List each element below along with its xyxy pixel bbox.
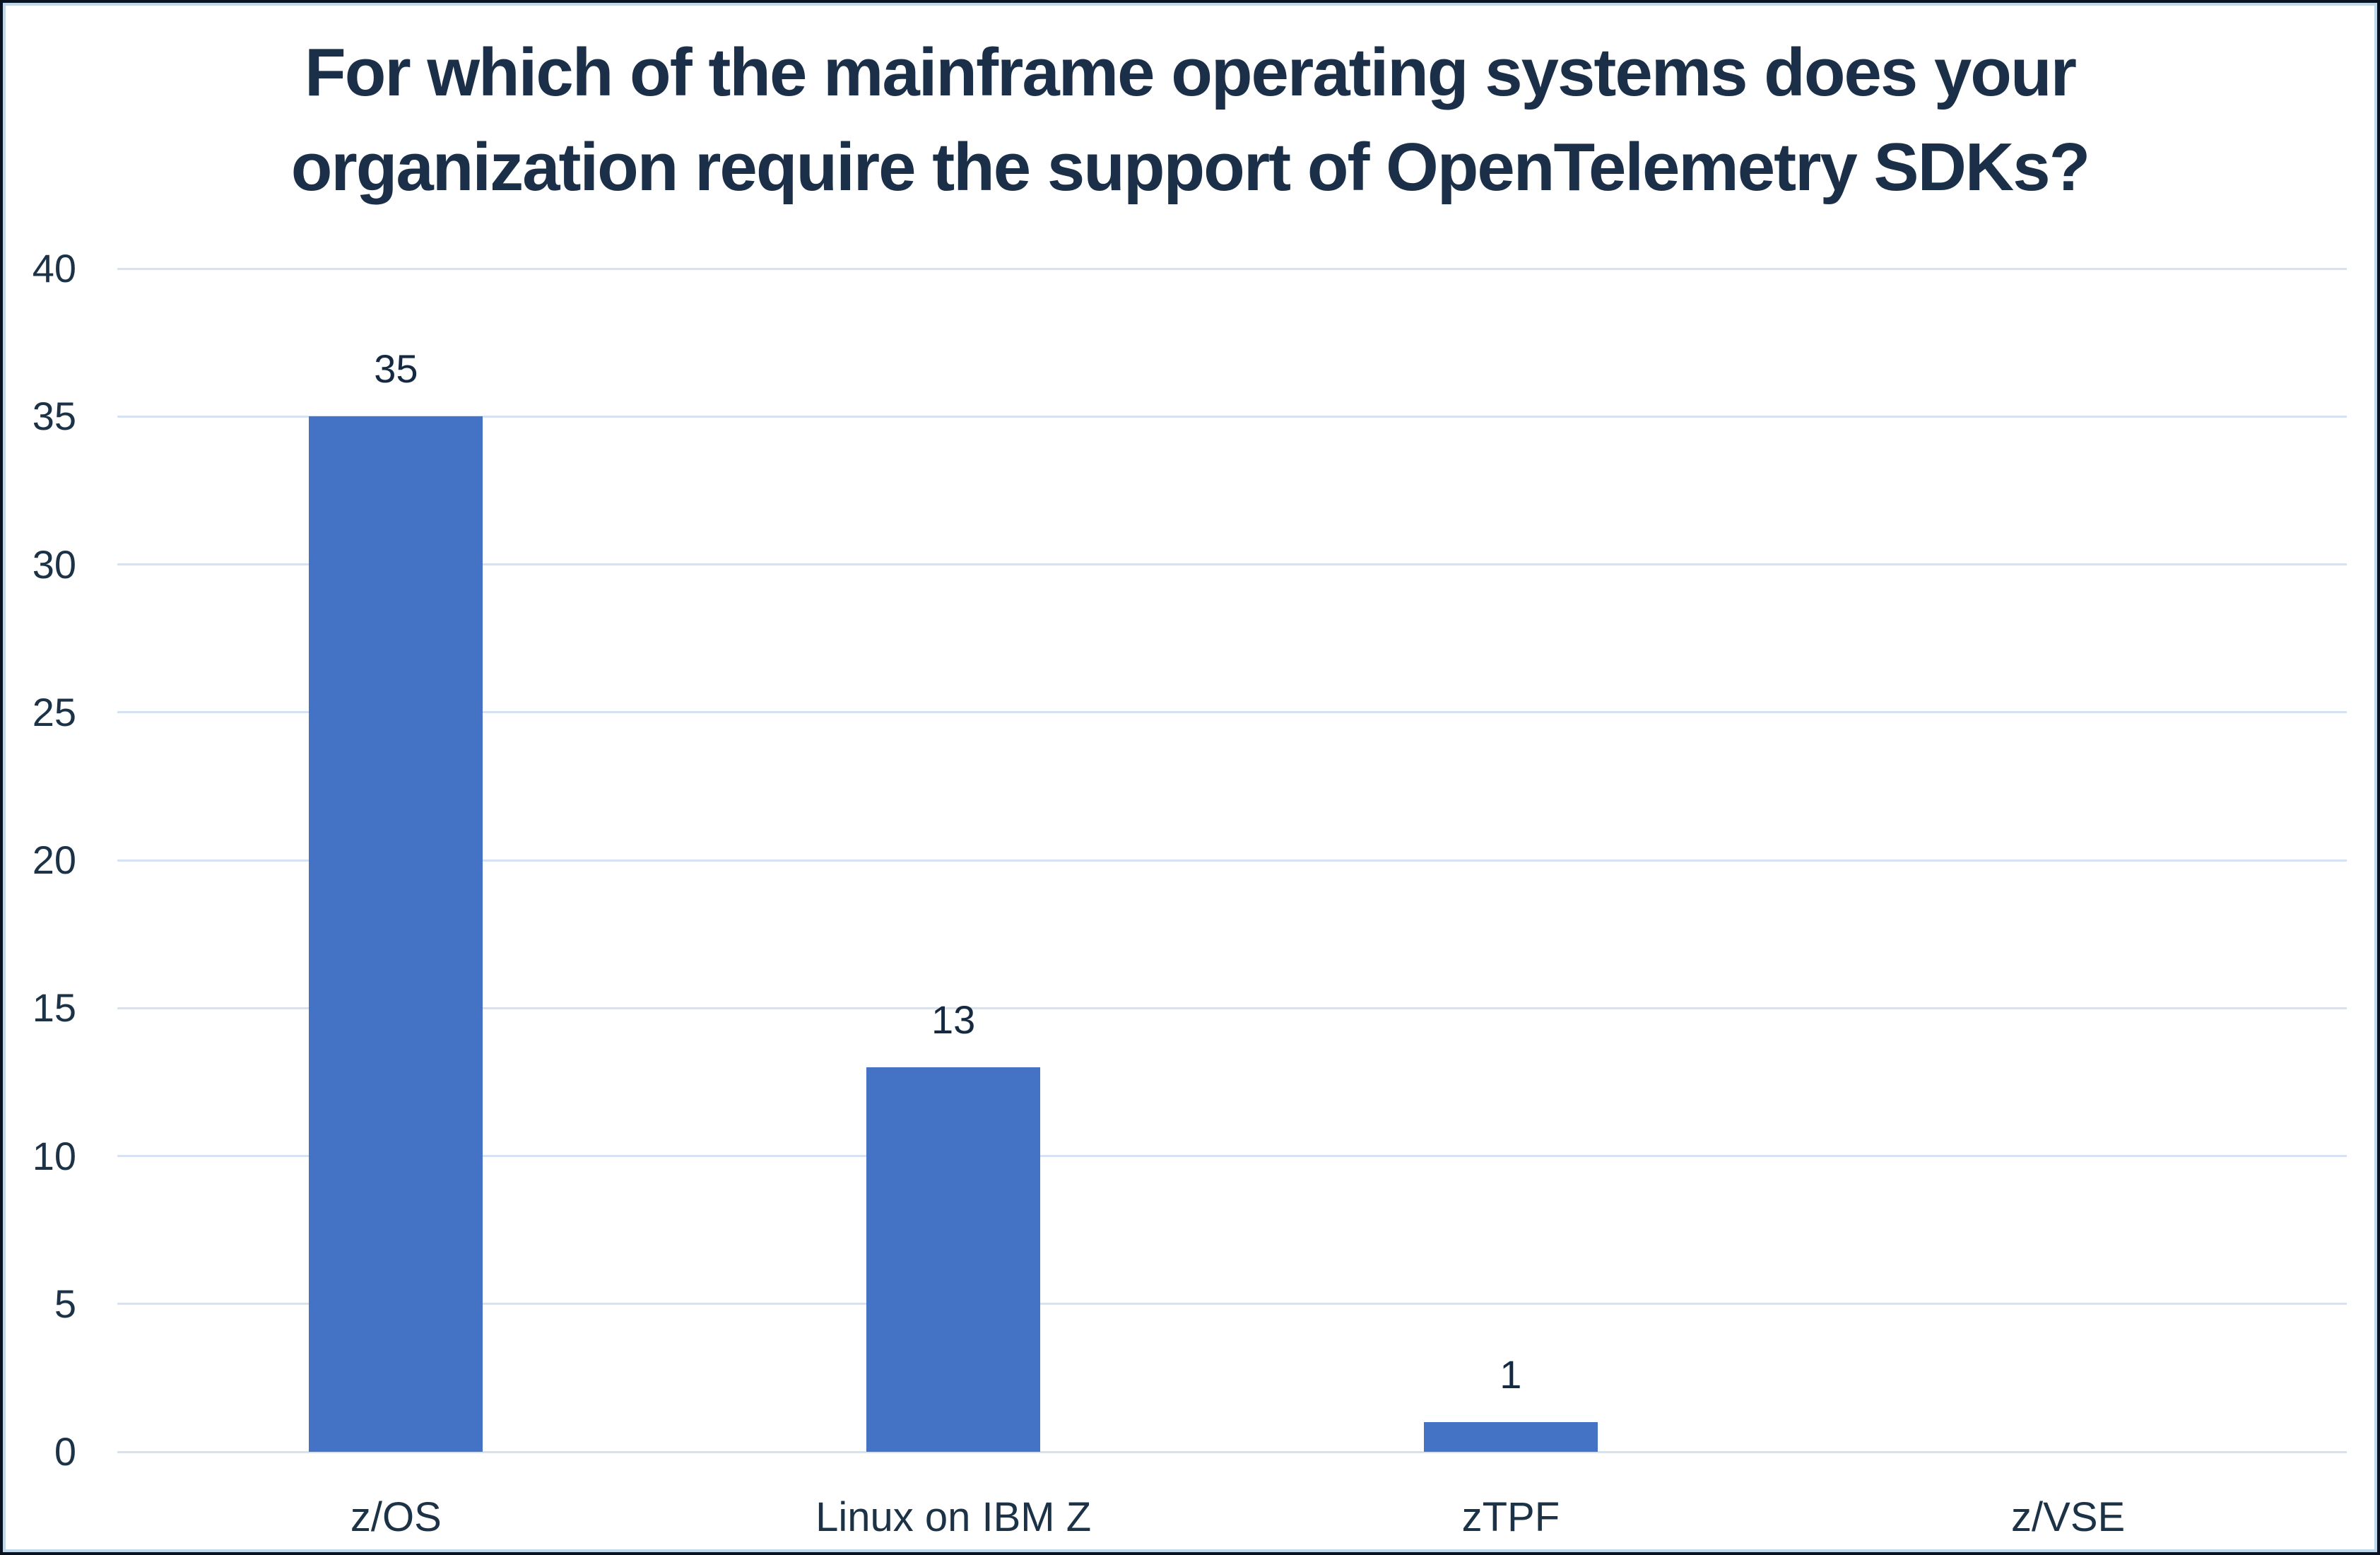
chart-canvas: For which of the mainframe operating sys… bbox=[3, 3, 2377, 1552]
y-axis-tick-label: 20 bbox=[32, 838, 76, 882]
chart-title: For which of the mainframe operating sys… bbox=[6, 25, 2374, 215]
chart-title-line-2: organization require the support of Open… bbox=[290, 129, 2091, 205]
gridline bbox=[117, 415, 2347, 418]
chart-title-line-1: For which of the mainframe operating sys… bbox=[305, 35, 2077, 110]
x-axis-category-label-z-vse: z/VSE bbox=[2011, 1494, 2126, 1540]
y-axis-tick-label: 30 bbox=[32, 541, 76, 587]
y-axis-tick-label: 40 bbox=[32, 246, 76, 291]
gridline bbox=[117, 1450, 2347, 1453]
bar-value-label-linux-on-ibm-z: 13 bbox=[931, 997, 976, 1042]
gridline bbox=[117, 563, 2347, 565]
x-axis-category-label-linux-on-ibm-z: Linux on IBM Z bbox=[815, 1494, 1092, 1540]
bar-ztpf bbox=[1423, 1422, 1598, 1452]
bar-linux-on-ibm-z bbox=[866, 1067, 1041, 1452]
gridline bbox=[117, 1155, 2347, 1157]
gridline bbox=[117, 711, 2347, 714]
bar-z-os bbox=[309, 416, 483, 1452]
gridline bbox=[117, 1303, 2347, 1305]
y-axis-tick-label: 5 bbox=[54, 1281, 76, 1326]
x-axis-category-label-z-os: z/OS bbox=[350, 1494, 442, 1540]
gridline bbox=[117, 859, 2347, 862]
y-axis-tick-label: 0 bbox=[54, 1429, 76, 1474]
plot-area: 0 5 10 15 20 25 30 35 40 35 z/OS 13 Linux on IBM Z 1 z… bbox=[33, 246, 2347, 1540]
bar-value-label-z-os: 35 bbox=[374, 346, 418, 392]
bar-value-label-ztpf: 1 bbox=[1500, 1352, 1522, 1397]
x-axis-category-label-ztpf: zTPF bbox=[1461, 1494, 1560, 1540]
y-axis-tick-label: 10 bbox=[32, 1133, 76, 1178]
y-axis-tick-label: 35 bbox=[32, 394, 76, 439]
gridline bbox=[117, 1007, 2347, 1009]
y-axis-tick-label: 25 bbox=[32, 689, 76, 734]
gridline bbox=[117, 267, 2347, 270]
y-axis-tick-label: 15 bbox=[32, 985, 76, 1031]
